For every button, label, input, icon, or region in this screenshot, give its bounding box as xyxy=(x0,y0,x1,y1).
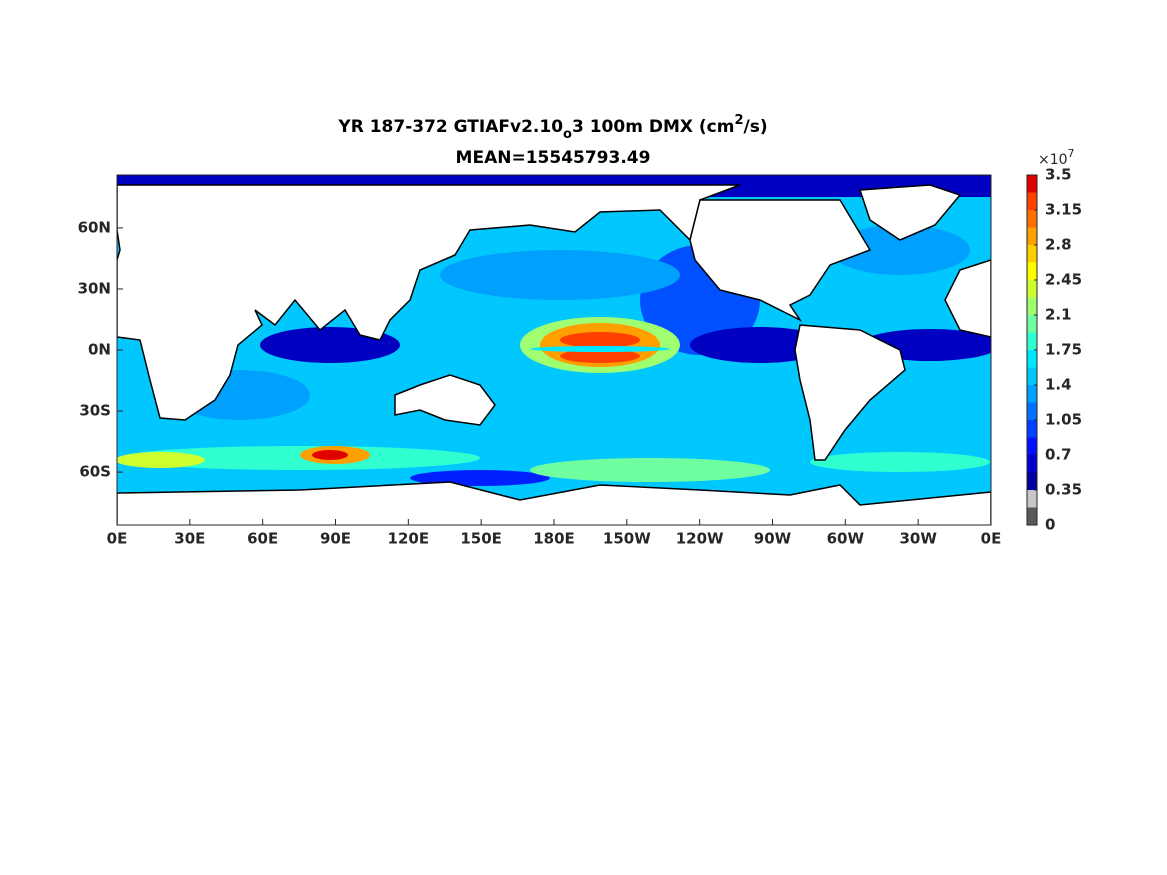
x-tick-label: 120E xyxy=(388,530,430,548)
exponent-base: ×10 xyxy=(1038,152,1068,168)
colorbar-segment xyxy=(1027,437,1037,455)
title-part: /s) xyxy=(744,117,768,137)
land xyxy=(117,184,991,525)
colorbar-segment xyxy=(1027,455,1037,473)
colorbar-segment xyxy=(1027,490,1037,508)
field-blob xyxy=(120,446,480,470)
field-blob xyxy=(440,250,680,300)
antarctica xyxy=(117,481,991,525)
colorbar-segment xyxy=(1027,507,1037,525)
colorbar-segment xyxy=(1027,262,1037,280)
colorbar-segment xyxy=(1027,245,1037,263)
colorbar-tick-label: 1.75 xyxy=(1045,341,1082,359)
x-tick-label: 150W xyxy=(603,530,651,548)
title-subscript: o xyxy=(563,127,572,142)
australia xyxy=(394,374,496,426)
colorbar-tick-label: 3.15 xyxy=(1045,201,1082,219)
colorbar-segment xyxy=(1027,420,1037,438)
colorbar-segment xyxy=(1027,350,1037,368)
field-blob xyxy=(312,450,348,460)
y-tick-label: 30S xyxy=(79,402,111,420)
colorbar-frame xyxy=(1026,174,1038,526)
x-tick-label: 0E xyxy=(107,530,128,548)
field-blob xyxy=(117,452,205,468)
title-part: 3 100m DMX (cm xyxy=(572,117,734,137)
colorbar-tick-label: 1.05 xyxy=(1045,411,1082,429)
field-blob xyxy=(560,349,640,363)
north-america xyxy=(689,199,872,322)
field-blob xyxy=(830,225,970,275)
colorbar-segment xyxy=(1027,297,1037,315)
field-blob xyxy=(810,452,990,472)
colorbar-segment xyxy=(1027,227,1037,245)
exponent-power: 7 xyxy=(1068,147,1075,160)
colorbar-tick-label: 2.8 xyxy=(1045,236,1072,254)
south-america xyxy=(794,324,906,461)
x-tick-label: 150E xyxy=(460,530,502,548)
colorbar-tick-label: 3.5 xyxy=(1045,166,1072,184)
y-tick-label: 60N xyxy=(78,218,111,236)
x-tick-label: 30E xyxy=(174,530,205,548)
colorbar-segment xyxy=(1027,210,1037,228)
colorbar-segment xyxy=(1027,315,1037,333)
greenland xyxy=(858,184,962,241)
colorbar-segment xyxy=(1027,175,1037,193)
colorbar-segment xyxy=(1027,192,1037,210)
map-field xyxy=(117,175,991,525)
colorbar-segment xyxy=(1027,367,1037,385)
chart-title: YR 187-372 GTIAFv2.10o3 100m DMX (cm2/s) xyxy=(337,113,767,142)
colorbar-tick-label: 0.35 xyxy=(1045,481,1082,499)
colorbar-tick-label: 0 xyxy=(1045,516,1055,534)
y-tick-label: 0N xyxy=(88,341,111,359)
colorbar-segment xyxy=(1027,472,1037,490)
y-tick-label: 60S xyxy=(79,463,111,481)
x-tick-label: 0E xyxy=(981,530,1002,548)
colorbar-tick-label: 0.7 xyxy=(1045,446,1072,464)
colorbar-tick-label: 2.1 xyxy=(1045,306,1072,324)
chart-subtitle: MEAN=15545793.49 xyxy=(456,148,651,168)
x-tick-label: 60W xyxy=(827,530,865,548)
field-blob xyxy=(530,346,670,352)
x-tick-label: 30W xyxy=(899,530,937,548)
field-blob xyxy=(530,458,770,482)
title-superscript: 2 xyxy=(734,113,743,128)
y-tick-label: 30N xyxy=(78,279,111,297)
colorbar-segment xyxy=(1027,402,1037,420)
west-africa xyxy=(944,259,991,338)
eurasia-africa xyxy=(117,184,741,421)
x-tick-label: 180E xyxy=(533,530,575,548)
colorbar-tick-label: 1.4 xyxy=(1045,376,1072,394)
x-tick-label: 90E xyxy=(320,530,351,548)
x-tick-label: 90W xyxy=(754,530,792,548)
colorbar-segment xyxy=(1027,332,1037,350)
colorbar-exponent: ×107 xyxy=(1038,147,1075,168)
colorbar-segment xyxy=(1027,385,1037,403)
colorbar-segment xyxy=(1027,280,1037,298)
field-blob xyxy=(560,332,640,348)
x-tick-label: 60E xyxy=(247,530,278,548)
x-tick-label: 120W xyxy=(676,530,724,548)
colorbar-tick-label: 2.45 xyxy=(1045,271,1082,289)
title-part: YR 187-372 GTIAFv2.10 xyxy=(337,117,563,137)
